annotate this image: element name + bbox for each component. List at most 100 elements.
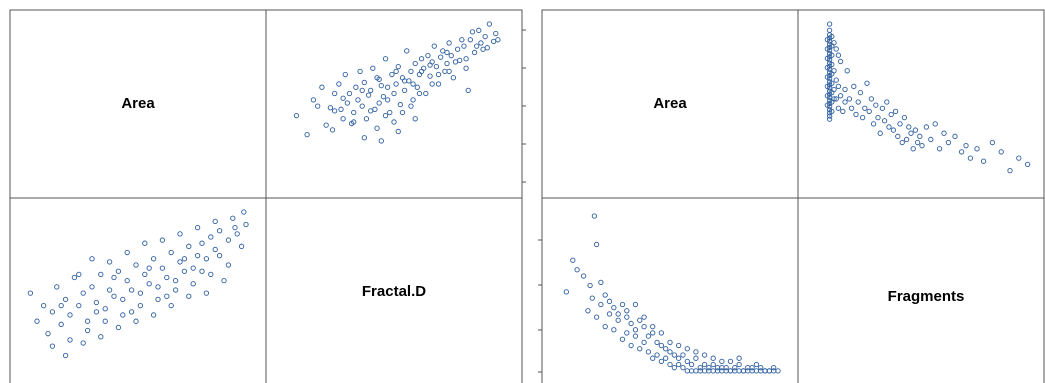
data-point: [624, 330, 630, 336]
data-point: [429, 81, 435, 87]
data-point: [936, 146, 943, 152]
data-point: [444, 60, 450, 67]
data-point: [771, 365, 777, 371]
data-point: [835, 52, 842, 58]
data-point: [418, 56, 425, 62]
data-point: [146, 265, 152, 271]
data-point: [363, 116, 370, 122]
data-point: [606, 298, 613, 304]
scatter-panel-fragments-vs-area: [563, 213, 781, 374]
data-point: [919, 143, 925, 149]
data-point: [437, 54, 444, 60]
data-point: [199, 268, 205, 274]
data-point: [831, 68, 837, 74]
data-point: [346, 90, 353, 97]
data-point: [361, 79, 367, 86]
data-point: [221, 277, 227, 284]
data-point: [150, 256, 157, 262]
data-point: [637, 317, 643, 323]
data-point: [80, 290, 86, 296]
data-point: [862, 105, 868, 111]
data-point: [27, 290, 34, 296]
data-point: [864, 80, 870, 86]
data-point: [199, 240, 205, 246]
data-point: [106, 259, 113, 265]
data-point: [650, 355, 656, 361]
data-point: [923, 124, 930, 130]
data-point: [574, 267, 580, 273]
data-point: [194, 253, 201, 259]
data-point: [658, 358, 665, 365]
data-point: [563, 289, 569, 295]
data-point: [484, 45, 490, 51]
data-point: [710, 355, 716, 361]
data-point: [168, 249, 174, 256]
data-point: [591, 213, 598, 219]
data-point: [680, 365, 686, 371]
data-point: [164, 293, 170, 299]
data-point: [654, 339, 660, 346]
data-point: [49, 309, 56, 315]
data-point: [225, 237, 232, 243]
data-point: [142, 271, 148, 278]
data-point: [389, 71, 395, 78]
data-point: [181, 256, 188, 262]
data-point: [378, 82, 384, 89]
data-point: [115, 268, 122, 274]
data-point: [368, 108, 374, 114]
data-point: [844, 68, 850, 74]
data-point: [133, 318, 139, 324]
data-point: [641, 314, 647, 320]
data-point: [155, 284, 161, 290]
data-point: [866, 108, 872, 115]
data-point: [374, 125, 380, 131]
data-point: [589, 295, 595, 301]
data-point: [433, 64, 440, 70]
data-point: [727, 368, 734, 374]
data-point: [598, 301, 604, 308]
data-point: [837, 93, 844, 99]
data-point: [829, 61, 835, 68]
data-point: [675, 361, 682, 368]
data-point: [650, 323, 656, 330]
data-point: [895, 133, 901, 139]
data-point: [912, 127, 919, 133]
data-point: [168, 302, 174, 309]
data-point: [416, 90, 423, 97]
data-point: [910, 146, 916, 152]
data-point: [667, 349, 673, 355]
data-point: [688, 368, 695, 374]
data-point: [106, 287, 113, 293]
data-point: [478, 40, 484, 46]
data-point: [628, 320, 634, 327]
data-point: [989, 139, 996, 146]
data-point: [632, 301, 639, 308]
data-point: [775, 368, 781, 374]
data-point: [58, 321, 64, 327]
data-point: [469, 29, 476, 35]
data-point: [758, 365, 764, 371]
data-point: [941, 130, 947, 136]
data-point: [474, 43, 480, 49]
data-point: [408, 103, 414, 109]
data-point: [71, 274, 78, 281]
data-point: [329, 127, 336, 133]
data-point: [327, 105, 334, 111]
data-point: [637, 346, 643, 352]
data-point: [442, 68, 448, 75]
data-point: [736, 368, 742, 374]
data-point: [164, 274, 170, 281]
data-point: [753, 361, 760, 368]
data-point: [829, 108, 835, 115]
data-point: [465, 87, 471, 94]
data-point: [67, 312, 73, 318]
data-point: [840, 108, 846, 115]
data-point: [888, 111, 894, 118]
data-point: [658, 342, 665, 349]
data-point: [706, 365, 712, 371]
data-point: [624, 308, 630, 314]
data-point: [693, 355, 699, 361]
data-point: [615, 311, 621, 317]
data-point: [331, 108, 338, 114]
